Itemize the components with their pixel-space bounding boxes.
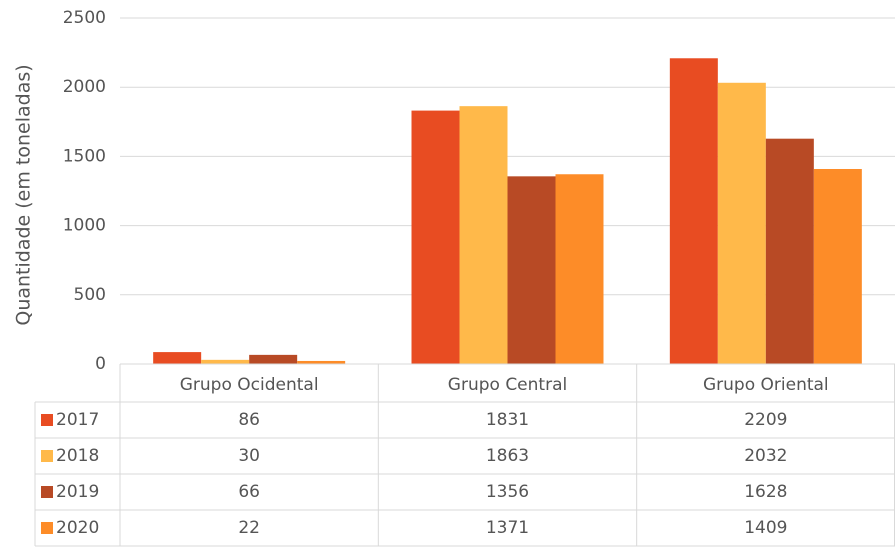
bar	[459, 106, 508, 364]
table-value: 2209	[744, 410, 787, 430]
table-value: 30	[238, 446, 260, 466]
y-tick-label: 1000	[63, 216, 106, 236]
bar	[669, 58, 718, 364]
table-value: 1863	[486, 446, 529, 466]
table-value: 1831	[486, 410, 529, 430]
bar	[411, 110, 460, 364]
y-tick-label: 2500	[63, 8, 106, 28]
table-value: 2032	[744, 446, 787, 466]
x-tick-label: Grupo Ocidental	[180, 375, 319, 395]
bar	[813, 168, 862, 364]
legend-swatch	[41, 450, 53, 462]
table-value: 86	[238, 410, 260, 430]
table-value: 1371	[486, 518, 529, 538]
y-tick-label: 2000	[63, 77, 106, 97]
y-tick-label: 500	[74, 285, 106, 305]
bar	[249, 354, 298, 364]
legend-swatch	[41, 414, 53, 426]
y-tick-label: 0	[95, 354, 106, 374]
legend-label: 2017	[56, 410, 99, 430]
y-axis-label: Quantidade (em toneladas)	[13, 64, 35, 325]
bar	[153, 352, 202, 364]
table-value: 22	[238, 518, 260, 538]
bar	[717, 82, 766, 364]
table-value: 66	[238, 482, 260, 502]
x-tick-label: Grupo Central	[448, 375, 567, 395]
legend-label: 2019	[56, 482, 99, 502]
bar	[765, 138, 814, 364]
legend-label: 2018	[56, 446, 99, 466]
bar	[297, 360, 346, 364]
x-tick-label: Grupo Oriental	[703, 375, 829, 395]
legend-swatch	[41, 522, 53, 534]
table-value: 1628	[744, 482, 787, 502]
y-tick-label: 1500	[63, 146, 106, 166]
bar	[507, 176, 556, 364]
legend-label: 2020	[56, 518, 99, 538]
bar	[555, 174, 604, 364]
legend-swatch	[41, 486, 53, 498]
table-value: 1356	[486, 482, 529, 502]
bar	[201, 359, 250, 364]
table-value: 1409	[744, 518, 787, 538]
